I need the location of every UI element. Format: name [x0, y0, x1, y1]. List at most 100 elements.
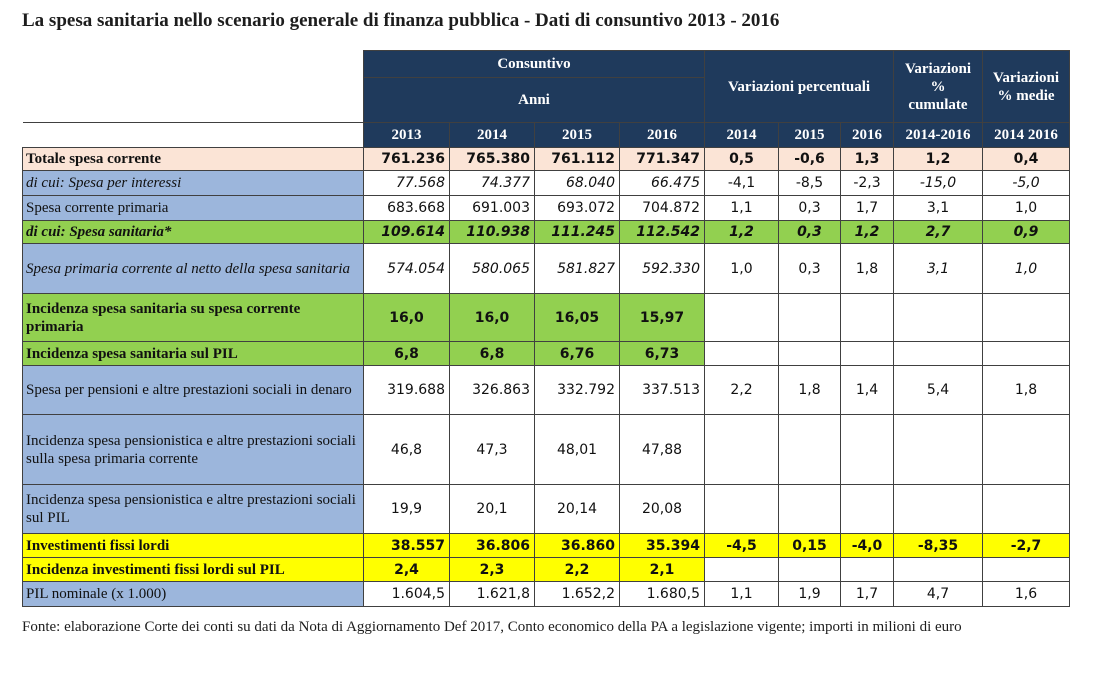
row-label: Investimenti fissi lordi: [22, 533, 364, 558]
cell-value: 2,2: [704, 365, 779, 415]
cell-value: -4,0: [840, 533, 894, 558]
cell-value: [893, 484, 983, 534]
cell-value: 36.860: [534, 533, 620, 558]
cell-value: 2,1: [619, 557, 705, 582]
header-var-med-line1: Variazioni: [992, 69, 1060, 86]
cell-value: 1,9: [778, 581, 841, 607]
cell-value: 16,0: [449, 293, 535, 342]
cell-value: [840, 484, 894, 534]
cell-value: 1.652,2: [534, 581, 620, 607]
table-row-totale-spesa-corrente: Totale spesa corrente 761.236 765.380 76…: [22, 147, 1070, 171]
cell-value: -8,35: [893, 533, 983, 558]
cell-value: 2,2: [534, 557, 620, 582]
table-row-investimenti: Investimenti fissi lordi 38.557 36.806 3…: [22, 533, 1070, 558]
source-note: Fonte: elaborazione Corte dei conti su d…: [22, 619, 962, 635]
cell-value: 1,1: [704, 195, 779, 221]
row-label: PIL nominale (x 1.000): [22, 581, 364, 607]
cell-value: 1,3: [840, 147, 894, 171]
row-label: Spesa corrente primaria: [22, 195, 364, 221]
cell-value: 6,8: [363, 341, 450, 366]
row-label: Incidenza spesa sanitaria sul PIL: [22, 341, 364, 366]
header-var-cum-line2: %: [930, 78, 946, 95]
header-var-year: 2016: [840, 122, 894, 148]
cell-value: 1,0: [982, 195, 1070, 221]
table-row-spesa-netto-sanitaria: Spesa primaria corrente al netto della s…: [22, 243, 1070, 294]
cell-value: 580.065: [449, 243, 535, 294]
header-row-years: 2013 2014 2015 2016 2014 2015 2016 2014-…: [22, 122, 1070, 148]
cell-value: 2,7: [893, 220, 983, 244]
cell-value: 15,97: [619, 293, 705, 342]
cell-value: 112.542: [619, 220, 705, 244]
cell-value: 47,88: [619, 414, 705, 485]
header-cum-period: 2014-2016: [893, 122, 983, 148]
cell-value: -5,0: [982, 170, 1070, 196]
header-var-cum: Variazioni % cumulate: [893, 50, 983, 123]
row-label: Incidenza investimenti fissi lordi sul P…: [22, 557, 364, 582]
cell-value: [840, 293, 894, 342]
cell-value: 38.557: [363, 533, 450, 558]
cell-value: 5,4: [893, 365, 983, 415]
cell-value: [778, 341, 841, 366]
header-var-year: 2015: [778, 122, 841, 148]
cell-value: 1,8: [840, 243, 894, 294]
cell-value: 1,8: [778, 365, 841, 415]
row-label: Incidenza spesa pensionistica e altre pr…: [22, 484, 364, 534]
cell-value: 20,08: [619, 484, 705, 534]
cell-value: [893, 293, 983, 342]
table-row-incidenza-sanitaria-primaria: Incidenza spesa sanitaria su spesa corre…: [22, 293, 1070, 342]
cell-value: 691.003: [449, 195, 535, 221]
cell-value: 1,7: [840, 581, 894, 607]
cell-value: 683.668: [363, 195, 450, 221]
cell-value: 0,5: [704, 147, 779, 171]
cell-value: [982, 341, 1070, 366]
cell-value: [982, 293, 1070, 342]
cell-value: [778, 414, 841, 485]
table-row-spesa-corrente-primaria: Spesa corrente primaria 683.668 691.003 …: [22, 195, 1070, 221]
cell-value: 6,73: [619, 341, 705, 366]
row-label: Spesa per pensioni e altre prestazioni s…: [22, 365, 364, 415]
cell-value: 66.475: [619, 170, 705, 196]
cell-value: [704, 557, 779, 582]
cell-value: [778, 484, 841, 534]
cell-value: 1,1: [704, 581, 779, 607]
cell-value: [840, 341, 894, 366]
table-row-pil-nominale: PIL nominale (x 1.000) 1.604,5 1.621,8 1…: [22, 581, 1070, 607]
cell-value: 110.938: [449, 220, 535, 244]
cell-value: [840, 557, 894, 582]
cell-value: 1,2: [893, 147, 983, 171]
cell-value: -4,5: [704, 533, 779, 558]
cell-value: 74.377: [449, 170, 535, 196]
cell-value: [982, 557, 1070, 582]
cell-value: 111.245: [534, 220, 620, 244]
finance-table: Consuntivo Variazioni percentuali Variaz…: [22, 50, 1070, 607]
cell-value: -2,3: [840, 170, 894, 196]
cell-value: 77.568: [363, 170, 450, 196]
cell-value: 1,4: [840, 365, 894, 415]
table-row-incidenza-pensioni-primaria: Incidenza spesa pensionistica e altre pr…: [22, 414, 1070, 485]
cell-value: [840, 414, 894, 485]
header-row-2: Anni: [23, 77, 1070, 123]
cell-value: 574.054: [363, 243, 450, 294]
cell-value: 109.614: [363, 220, 450, 244]
cell-value: -8,5: [778, 170, 841, 196]
cell-value: 319.688: [363, 365, 450, 415]
header-year: 2016: [619, 122, 705, 148]
header-anni: Anni: [363, 77, 705, 123]
cell-value: 326.863: [449, 365, 535, 415]
table-row-incidenza-sanitaria-pil: Incidenza spesa sanitaria sul PIL 6,8 6,…: [22, 341, 1070, 366]
cell-value: 1,0: [704, 243, 779, 294]
cell-value: [893, 414, 983, 485]
row-label: Incidenza spesa pensionistica e altre pr…: [22, 414, 364, 485]
cell-value: 693.072: [534, 195, 620, 221]
cell-value: [893, 341, 983, 366]
table-row-spesa-interessi: di cui: Spesa per interessi 77.568 74.37…: [22, 170, 1070, 196]
cell-value: 3,1: [893, 195, 983, 221]
row-label: di cui: Spesa per interessi: [22, 170, 364, 196]
cell-value: 337.513: [619, 365, 705, 415]
cell-value: 704.872: [619, 195, 705, 221]
cell-value: 20,1: [449, 484, 535, 534]
cell-value: 0,9: [982, 220, 1070, 244]
cell-value: -0,6: [778, 147, 841, 171]
cell-value: 2,4: [363, 557, 450, 582]
cell-value: [778, 557, 841, 582]
